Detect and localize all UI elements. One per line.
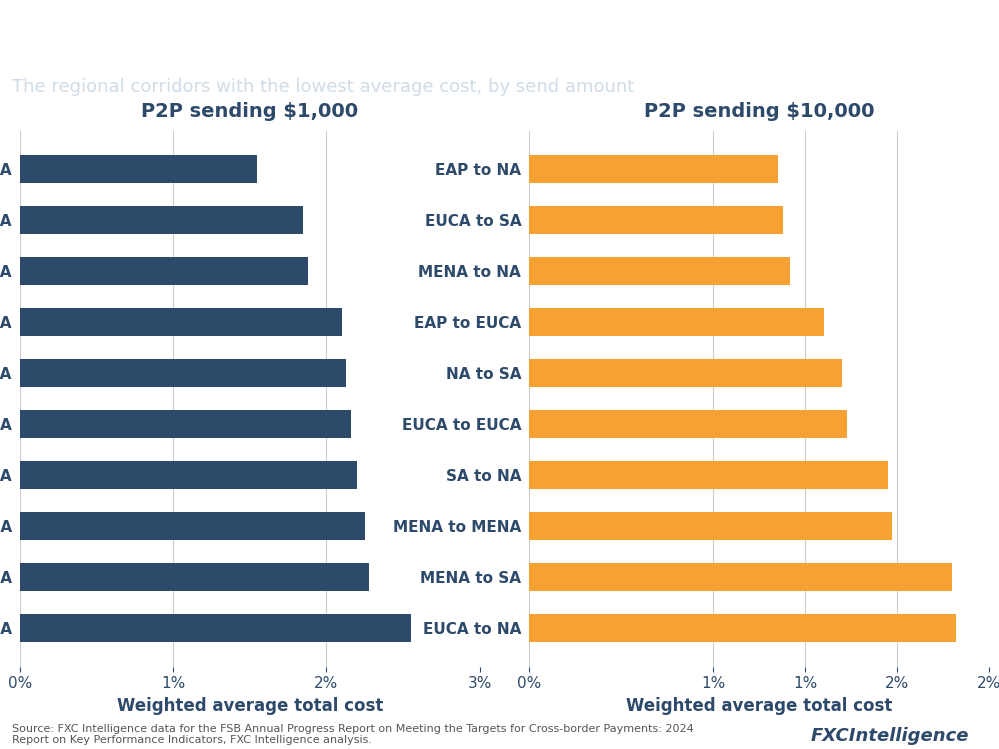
Bar: [20, 614, 411, 643]
Text: P2P payments’ least expensive regional corridors in 2024: P2P payments’ least expensive regional c…: [12, 21, 917, 49]
Bar: [20, 461, 357, 489]
Text: Source: FXC Intelligence data for the FSB Annual Progress Report on Meeting the : Source: FXC Intelligence data for the FS…: [12, 724, 693, 745]
Bar: [20, 258, 308, 285]
X-axis label: Weighted average total cost: Weighted average total cost: [117, 697, 383, 715]
Bar: [20, 360, 347, 387]
Bar: [529, 309, 823, 336]
Bar: [20, 155, 258, 184]
Bar: [529, 155, 777, 184]
X-axis label: Weighted average total cost: Weighted average total cost: [626, 697, 892, 715]
Text: The regional corridors with the lowest average cost, by send amount: The regional corridors with the lowest a…: [12, 78, 634, 96]
Title: P2P sending $1,000: P2P sending $1,000: [141, 102, 359, 121]
Bar: [20, 410, 351, 438]
Bar: [20, 309, 342, 336]
Bar: [529, 512, 891, 540]
Bar: [529, 614, 956, 643]
Bar: [529, 360, 842, 387]
Text: FXCIntelligence: FXCIntelligence: [810, 727, 969, 745]
Bar: [20, 207, 304, 234]
Title: P2P sending $10,000: P2P sending $10,000: [644, 102, 874, 121]
Bar: [20, 512, 365, 540]
Bar: [529, 258, 790, 285]
Bar: [529, 410, 847, 438]
Bar: [20, 563, 370, 591]
Bar: [529, 563, 952, 591]
Bar: [529, 461, 888, 489]
Bar: [529, 207, 783, 234]
